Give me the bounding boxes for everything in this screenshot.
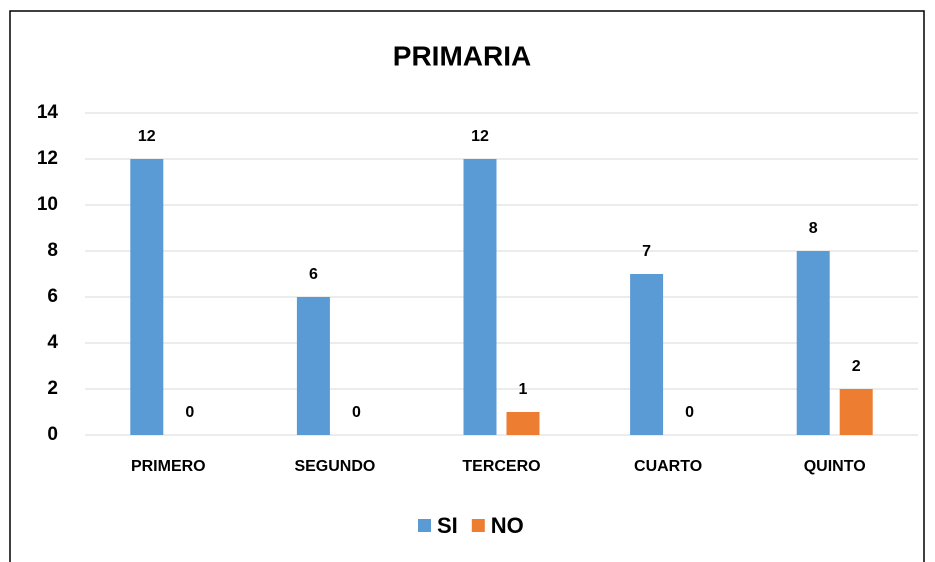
y-tick-label: 10 xyxy=(37,194,58,215)
legend-swatch xyxy=(471,519,485,532)
legend-swatch xyxy=(418,519,431,532)
bar xyxy=(796,251,830,435)
x-tick-label: QUINTO xyxy=(804,458,866,475)
data-label: 2 xyxy=(852,358,861,375)
y-tick-label: 12 xyxy=(37,148,58,169)
data-label: 8 xyxy=(809,220,818,237)
y-tick-label: 0 xyxy=(47,424,58,445)
legend-label: SI xyxy=(437,513,458,538)
y-tick-label: 4 xyxy=(47,332,58,353)
y-tick-label: 6 xyxy=(47,286,58,307)
bar xyxy=(130,159,164,435)
data-label: 6 xyxy=(309,266,318,283)
bar xyxy=(296,297,330,435)
data-label: 7 xyxy=(642,243,651,260)
data-label: 12 xyxy=(471,128,489,145)
data-label: 0 xyxy=(685,404,694,421)
bar xyxy=(506,412,540,435)
x-tick-label: CUARTO xyxy=(634,458,702,475)
data-label: 0 xyxy=(352,404,361,421)
chart-title: PRIMARIA xyxy=(393,40,531,71)
y-tick-label: 8 xyxy=(47,240,58,261)
bar xyxy=(839,389,873,435)
bar xyxy=(630,274,664,435)
data-label: 0 xyxy=(185,404,194,421)
y-tick-label: 14 xyxy=(37,102,59,123)
data-label: 12 xyxy=(138,128,156,145)
legend-label: NO xyxy=(491,513,524,538)
bar xyxy=(463,159,497,435)
data-label: 1 xyxy=(519,381,528,398)
x-tick-label: SEGUNDO xyxy=(294,458,375,475)
x-tick-label: PRIMERO xyxy=(131,458,206,475)
y-tick-label: 2 xyxy=(47,378,58,399)
x-tick-label: TERCERO xyxy=(462,458,540,475)
